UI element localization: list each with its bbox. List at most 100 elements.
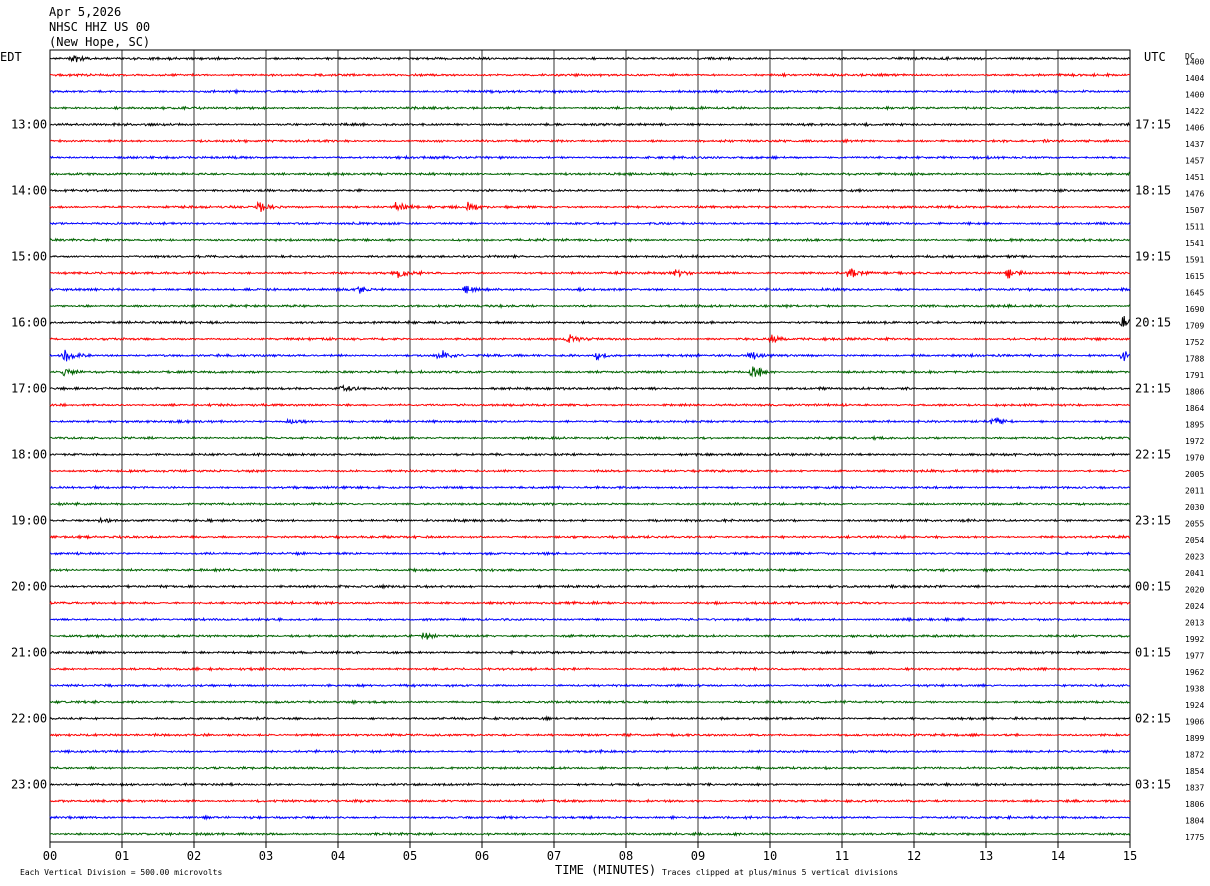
trace-row-1 bbox=[49, 71, 1131, 78]
dc-offset-label: 1422 bbox=[1185, 107, 1204, 116]
dc-offset-label: 2030 bbox=[1185, 503, 1204, 512]
x-tick-label: 05 bbox=[403, 849, 417, 863]
trace-row-36 bbox=[49, 649, 1130, 656]
x-tick-label: 12 bbox=[907, 849, 921, 863]
trace-layer bbox=[49, 54, 1131, 837]
trace-row-26 bbox=[49, 484, 1131, 491]
dc-offset-label: 1806 bbox=[1185, 388, 1204, 397]
dc-offset-label: 1972 bbox=[1185, 437, 1204, 446]
dc-offset-label: 2024 bbox=[1185, 602, 1204, 611]
trace-row-35 bbox=[49, 632, 1131, 640]
dc-offset-label: 1854 bbox=[1185, 767, 1204, 776]
x-tick-label: 02 bbox=[187, 849, 201, 863]
x-tick-label: 13 bbox=[979, 849, 993, 863]
utc-hour-label: 20:15 bbox=[1135, 316, 1171, 330]
dc-offset-label: 1906 bbox=[1185, 718, 1204, 727]
x-tick-label: 15 bbox=[1123, 849, 1137, 863]
dc-offset-label: 1899 bbox=[1185, 734, 1204, 743]
dc-label: DC bbox=[1185, 52, 1195, 61]
trace-row-8 bbox=[49, 187, 1131, 194]
dc-offset-label: 2054 bbox=[1185, 536, 1204, 545]
trace-row-30 bbox=[49, 550, 1131, 557]
edt-hour-label: 19:00 bbox=[11, 514, 47, 528]
x-tick-label: 04 bbox=[331, 849, 345, 863]
trace-row-0 bbox=[49, 54, 1131, 63]
dc-offset-label: 1406 bbox=[1185, 124, 1204, 133]
trace-row-13 bbox=[49, 268, 1131, 279]
header-station: NHSC HHZ US 00 bbox=[49, 20, 150, 34]
dc-offset-label: 1404 bbox=[1185, 74, 1204, 83]
trace-row-11 bbox=[49, 237, 1131, 243]
header-location: (New Hope, SC) bbox=[49, 35, 150, 49]
dc-offset-label: 1507 bbox=[1185, 206, 1204, 215]
trace-row-18 bbox=[49, 349, 1131, 362]
utc-hour-label: 19:15 bbox=[1135, 250, 1171, 264]
trace-row-38 bbox=[49, 682, 1131, 689]
trace-row-32 bbox=[49, 583, 1131, 590]
dc-offset-label: 2011 bbox=[1185, 487, 1204, 496]
trace-row-12 bbox=[50, 253, 1131, 260]
trace-row-40 bbox=[49, 715, 1131, 722]
trace-row-19 bbox=[49, 366, 1131, 378]
utc-hour-label: 01:15 bbox=[1135, 646, 1171, 660]
x-tick-label: 01 bbox=[115, 849, 129, 863]
trace-row-3 bbox=[49, 105, 1131, 112]
edt-hour-label: 17:00 bbox=[11, 382, 47, 396]
edt-hour-label: 20:00 bbox=[11, 580, 47, 594]
trace-row-6 bbox=[49, 154, 1130, 161]
dc-offset-label: 1804 bbox=[1185, 817, 1204, 826]
trace-row-47 bbox=[49, 831, 1131, 837]
dc-offset-label: 1864 bbox=[1185, 404, 1204, 413]
dc-offset-label: 1615 bbox=[1185, 272, 1204, 281]
trace-row-27 bbox=[49, 501, 1131, 507]
dc-offset-label: 1541 bbox=[1185, 239, 1204, 248]
dc-offset-label: 2020 bbox=[1185, 586, 1204, 595]
dc-offset-label: 1775 bbox=[1185, 833, 1204, 842]
dc-offset-label: 1924 bbox=[1185, 701, 1204, 710]
dc-offset-label: 1437 bbox=[1185, 140, 1204, 149]
x-tick-label: 07 bbox=[547, 849, 561, 863]
dc-offset-label: 1457 bbox=[1185, 157, 1204, 166]
edt-hour-label: 15:00 bbox=[11, 250, 47, 264]
edt-hour-label: 13:00 bbox=[11, 118, 47, 132]
clip-note: Traces clipped at plus/minus 5 vertical … bbox=[662, 868, 898, 877]
trace-row-2 bbox=[49, 88, 1131, 95]
dc-offset-label: 1895 bbox=[1185, 421, 1204, 430]
trace-row-34 bbox=[49, 616, 1131, 623]
trace-row-16 bbox=[49, 315, 1131, 327]
edt-label: EDT bbox=[0, 50, 22, 64]
trace-row-5 bbox=[49, 138, 1131, 144]
trace-row-29 bbox=[49, 534, 1131, 540]
dc-offset-label: 2041 bbox=[1185, 569, 1204, 578]
x-tick-label: 14 bbox=[1051, 849, 1065, 863]
utc-label: UTC bbox=[1144, 50, 1166, 64]
dc-offset-label: 1752 bbox=[1185, 338, 1204, 347]
x-tick-label: 11 bbox=[835, 849, 849, 863]
dc-offset-label: 2055 bbox=[1185, 520, 1204, 529]
dc-offset-label: 2013 bbox=[1185, 619, 1204, 628]
x-tick-label: 10 bbox=[763, 849, 777, 863]
scale-note: Each Vertical Division = 500.00 microvol… bbox=[20, 868, 222, 877]
x-tick-label: 06 bbox=[475, 849, 489, 863]
trace-row-43 bbox=[49, 765, 1131, 771]
utc-hour-label: 18:15 bbox=[1135, 184, 1171, 198]
label-layer: Apr 5,2026 NHSC HHZ US 00 (New Hope, SC)… bbox=[0, 5, 1204, 877]
trace-row-21 bbox=[49, 402, 1131, 408]
dc-offset-label: 1591 bbox=[1185, 256, 1204, 265]
trace-row-14 bbox=[49, 285, 1131, 294]
x-tick-label: 08 bbox=[619, 849, 633, 863]
dc-offset-label: 2023 bbox=[1185, 553, 1204, 562]
dc-offset-label: 1872 bbox=[1185, 751, 1204, 760]
trace-row-41 bbox=[49, 732, 1131, 738]
dc-offset-label: 1400 bbox=[1185, 91, 1204, 100]
utc-hour-label: 21:15 bbox=[1135, 382, 1171, 396]
dc-offset-label: 1992 bbox=[1185, 635, 1204, 644]
dc-offset-label: 1837 bbox=[1185, 784, 1204, 793]
edt-hour-label: 16:00 bbox=[11, 316, 47, 330]
edt-hour-label: 18:00 bbox=[11, 448, 47, 462]
trace-row-17 bbox=[49, 334, 1131, 344]
trace-row-28 bbox=[49, 516, 1131, 524]
trace-row-44 bbox=[49, 781, 1130, 788]
utc-hour-label: 03:15 bbox=[1135, 778, 1171, 792]
